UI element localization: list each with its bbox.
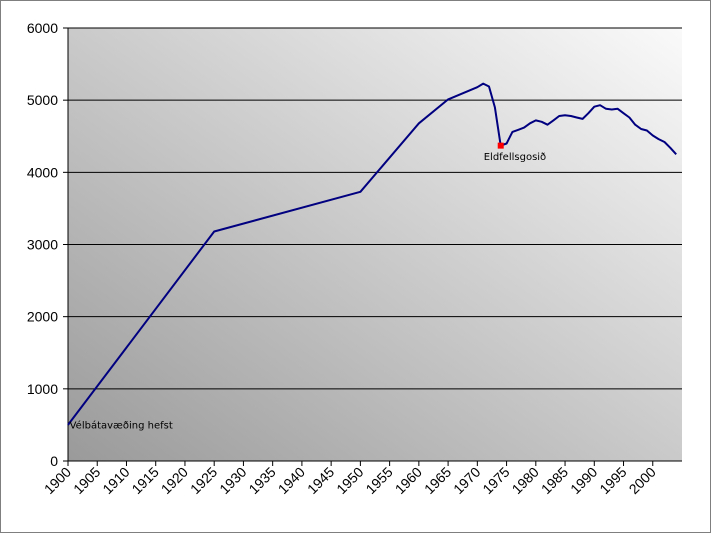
annotations: Eldfellsgosið Vélbátavæðing hefst <box>70 152 547 431</box>
gridlines <box>68 27 682 390</box>
axes <box>63 27 682 466</box>
y-tick-label: 4000 <box>27 164 58 180</box>
y-tick-label: 3000 <box>27 237 58 253</box>
y-tick-label: 0 <box>50 453 58 469</box>
y-tick-labels: 0 1000 2000 3000 4000 5000 6000 <box>27 20 58 469</box>
annotation-label: Vélbátavæðing hefst <box>70 419 173 431</box>
series-line <box>67 82 677 426</box>
markers <box>497 142 504 149</box>
y-tick-label: 5000 <box>27 92 58 108</box>
annotation-label: Eldfellsgosið <box>484 152 546 163</box>
y-tick-label: 6000 <box>27 20 58 36</box>
y-tick-label: 2000 <box>27 309 58 325</box>
y-tick-label: 1000 <box>27 381 58 397</box>
series-layer <box>67 82 677 426</box>
event-marker <box>497 142 504 149</box>
